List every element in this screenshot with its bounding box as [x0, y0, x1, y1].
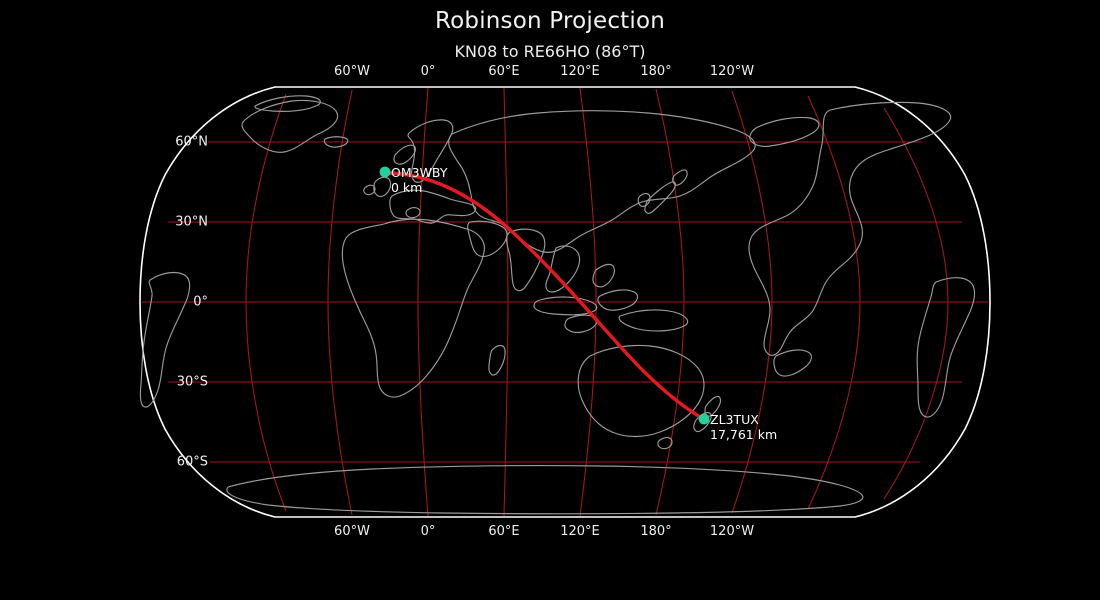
- coastlines: [139, 95, 976, 515]
- lon-tick-top-1: 0°: [420, 64, 436, 79]
- marker-end-distance: 17,761 km: [710, 427, 778, 442]
- page-title: Robinson Projection: [434, 8, 666, 34]
- lon-tick-top-4: 180°: [640, 64, 672, 79]
- lat-tick-60s: 60°S: [176, 454, 208, 470]
- marker-start[interactable]: [379, 166, 391, 178]
- lon-tick-top-5: 120°W: [709, 64, 755, 79]
- marker-start-callsign: OM3WBY: [391, 165, 448, 180]
- page-subtitle: KN08 to RE66HO (86°T): [454, 42, 646, 61]
- graticule-parallels: [142, 141, 988, 463]
- marker-start-annotation: OM3WBY 0 km: [391, 165, 447, 195]
- lon-tick-bottom-3: 120°E: [560, 524, 600, 539]
- lon-tick-top-3: 120°E: [560, 64, 600, 79]
- great-circle-path: [386, 171, 704, 420]
- map-boundary: [139, 86, 991, 518]
- marker-end-callsign: ZL3TUX: [710, 412, 759, 427]
- lat-tick-30s: 30°S: [176, 374, 208, 390]
- lat-tick-60n: 60°N: [175, 134, 208, 150]
- marker-end-annotation: ZL3TUX 17,761 km: [710, 412, 777, 442]
- lat-tick-30n: 30°N: [175, 214, 208, 230]
- lon-tick-bottom-2: 60°E: [488, 524, 520, 539]
- lon-tick-bottom-1: 0°: [420, 524, 436, 539]
- marker-end[interactable]: [698, 413, 710, 425]
- lat-tick-0: 0°: [193, 294, 208, 310]
- lon-tick-bottom-4: 180°: [640, 524, 672, 539]
- lon-tick-bottom-0: 60°W: [334, 524, 370, 539]
- lon-tick-bottom-5: 120°W: [709, 524, 755, 539]
- lon-tick-top-0: 60°W: [334, 64, 370, 79]
- lon-tick-top-2: 60°E: [488, 64, 520, 79]
- marker-start-distance: 0 km: [391, 180, 423, 195]
